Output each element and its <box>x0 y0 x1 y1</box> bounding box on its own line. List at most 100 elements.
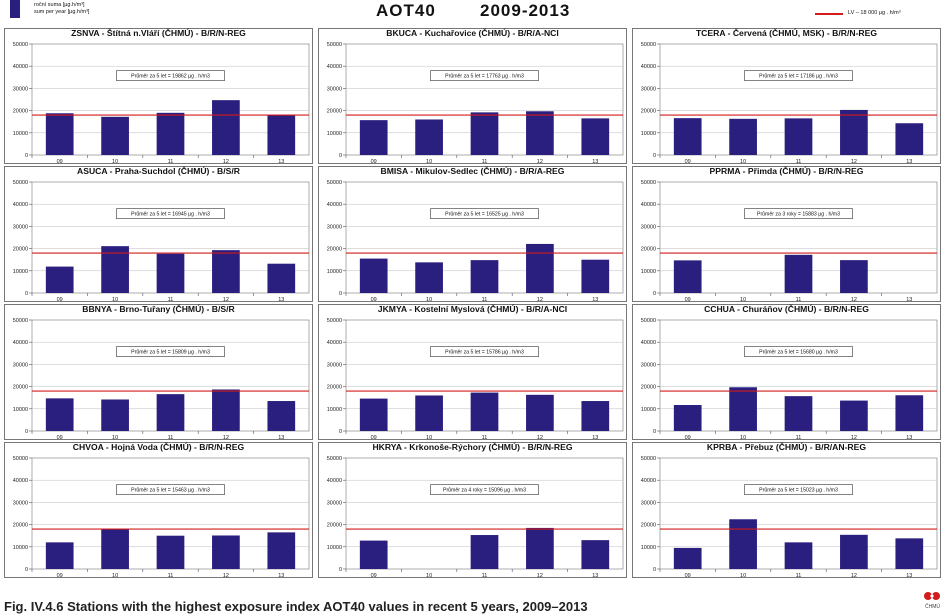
bar <box>784 542 813 569</box>
legend-label-en: sum per year [µg.h/m³] <box>34 9 90 15</box>
y-tick-label: 50000 <box>327 180 342 186</box>
average-box <box>116 70 225 81</box>
bar <box>156 535 185 569</box>
y-tick-label: 20000 <box>13 385 28 391</box>
x-tick-label: 13 <box>592 297 598 303</box>
y-tick-label: 10000 <box>13 269 28 275</box>
x-tick-label: 12 <box>223 297 229 303</box>
y-tick-label: 0 <box>653 153 656 159</box>
bar <box>840 260 868 293</box>
chart-panel: BBNYA - Brno-Tuřany (ČHMÚ) - B/S/R 0 10000… <box>4 303 313 441</box>
y-tick-label: 40000 <box>327 64 342 70</box>
x-tick-label: 10 <box>112 159 118 165</box>
x-tick-label: 09 <box>685 435 691 441</box>
bar <box>45 398 74 431</box>
y-tick-label: 40000 <box>13 202 28 208</box>
bar <box>784 118 813 155</box>
average-label: Průměr za 5 let = 17763 µg . h/m3 <box>445 73 524 80</box>
chart-panel: CCHUA - Churáňov (ČHMÚ) - B/R/N-REG 0 1000… <box>632 303 941 441</box>
bar <box>359 258 388 293</box>
y-tick-label: 10000 <box>641 545 656 551</box>
x-tick-label: 13 <box>906 573 912 579</box>
bar <box>470 260 499 293</box>
x-tick-label: 09 <box>685 159 691 165</box>
limit-legend-line <box>815 13 843 15</box>
bar <box>267 401 296 431</box>
x-tick-label: 13 <box>278 297 284 303</box>
bar <box>581 259 610 293</box>
y-tick-label: 30000 <box>327 86 342 92</box>
y-tick-label: 30000 <box>327 500 342 506</box>
y-tick-label: 20000 <box>327 247 342 253</box>
y-tick-label: 10000 <box>641 269 656 275</box>
bar <box>470 535 499 569</box>
panel-title: KPRBA - Přebuz (ČHMÚ) - B/R/AN-REG <box>707 441 866 452</box>
bar <box>581 401 610 431</box>
x-tick-label: 09 <box>57 573 63 579</box>
bar <box>45 266 74 293</box>
bar <box>359 120 388 155</box>
bar <box>581 118 610 155</box>
bar <box>156 394 185 431</box>
x-tick-label: 11 <box>796 435 802 441</box>
x-tick-label: 10 <box>112 435 118 441</box>
x-tick-label: 12 <box>223 435 229 441</box>
bar <box>267 115 296 155</box>
average-box <box>744 484 853 495</box>
average-label: Průměr za 5 let = 16945 µg . h/m3 <box>131 211 210 218</box>
x-tick-label: 09 <box>371 435 377 441</box>
y-tick-label: 0 <box>339 429 342 435</box>
y-tick-label: 20000 <box>13 247 28 253</box>
limit-legend-label: LV – 18 000 µg . h/m³ <box>848 10 901 16</box>
x-tick-label: 13 <box>906 435 912 441</box>
y-tick-label: 10000 <box>13 407 28 413</box>
x-tick-label: 11 <box>482 297 488 303</box>
y-tick-label: 40000 <box>641 64 656 70</box>
average-label: Průměr za 4 roky = 15096 µg . h/m3 <box>443 487 526 494</box>
average-box <box>744 208 853 219</box>
y-tick-label: 0 <box>25 291 28 297</box>
x-tick-label: 10 <box>740 159 746 165</box>
bar <box>895 123 924 155</box>
legend-label-cz: roční suma [µg.h/m³] <box>34 2 85 8</box>
x-tick-label: 11 <box>168 435 174 441</box>
y-tick-label: 30000 <box>13 86 28 92</box>
bar <box>526 243 554 293</box>
x-tick-label: 09 <box>685 573 691 579</box>
chart-panel: HKRYA - Krkonoše-Rýchory (ČHMÚ) - B/R/N-… <box>318 441 627 579</box>
x-tick-label: 10 <box>740 573 746 579</box>
y-tick-label: 0 <box>339 567 342 573</box>
x-tick-label: 09 <box>57 159 63 165</box>
x-tick-label: 12 <box>223 159 229 165</box>
chart-panel: PPRMA - Přimda (ČHMÚ) - B/R/N-REG 0 10000 2… <box>632 165 941 303</box>
bar <box>840 400 868 431</box>
y-tick-label: 50000 <box>641 180 656 186</box>
bar <box>840 534 868 569</box>
average-box <box>430 346 539 357</box>
y-tick-label: 0 <box>25 567 28 573</box>
average-label: Průměr za 5 let = 15786 µg . h/m3 <box>445 349 524 356</box>
bar <box>212 100 240 155</box>
y-tick-label: 20000 <box>327 385 342 391</box>
bar <box>840 109 868 155</box>
y-tick-label: 50000 <box>13 318 28 324</box>
x-tick-label: 11 <box>482 159 488 165</box>
x-tick-label: 09 <box>57 435 63 441</box>
y-tick-label: 0 <box>653 291 656 297</box>
x-tick-label: 11 <box>482 573 488 579</box>
average-box <box>430 484 539 495</box>
y-tick-label: 40000 <box>13 340 28 346</box>
bar <box>415 395 443 431</box>
y-tick-label: 10000 <box>327 131 342 137</box>
bar <box>673 118 702 155</box>
y-tick-label: 20000 <box>641 109 656 115</box>
x-tick-label: 13 <box>278 573 284 579</box>
panel-title: CCHUA - Churáňov (ČHMÚ) - B/R/N-REG <box>704 303 869 314</box>
x-tick-label: 10 <box>426 159 432 165</box>
x-tick-label: 09 <box>685 297 691 303</box>
y-tick-label: 10000 <box>327 407 342 413</box>
y-tick-label: 50000 <box>13 456 28 462</box>
bar <box>45 113 74 155</box>
bar <box>470 112 499 155</box>
x-tick-label: 12 <box>851 297 857 303</box>
